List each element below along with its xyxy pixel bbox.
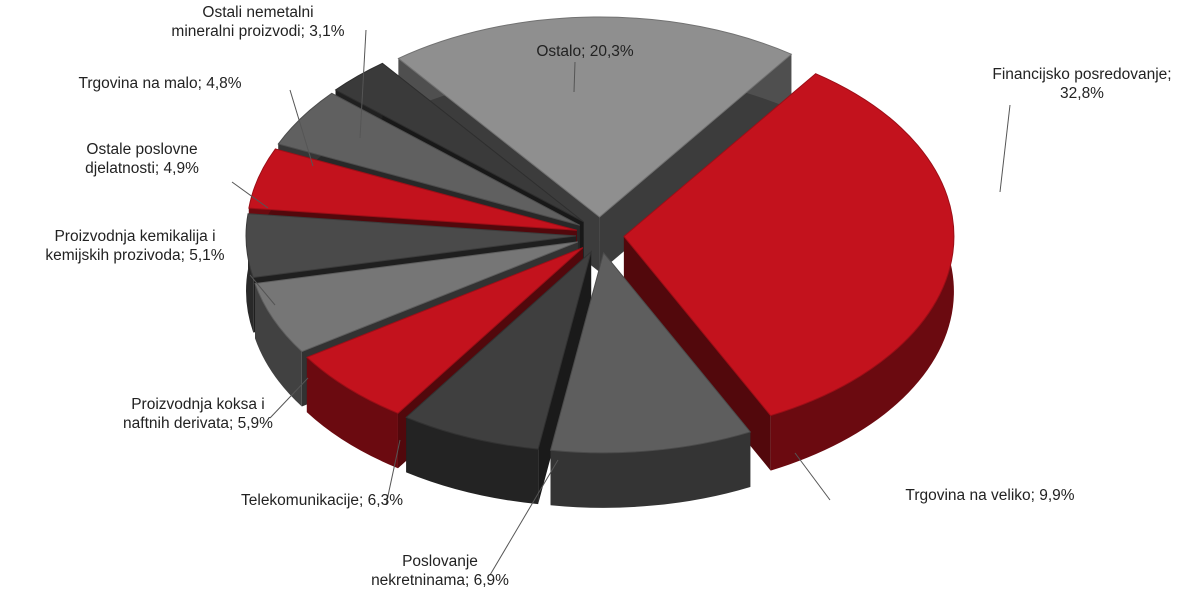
- slice-label-8-line-1: mineralni proizvodi; 3,1%: [171, 23, 344, 40]
- slice-label-5-line-0: Proizvodnja kemikalija i: [54, 228, 215, 245]
- pie-slice-9: [397, 16, 793, 218]
- slice-label-2-line-1: nekretninama; 6,9%: [371, 572, 509, 589]
- pie-slice-wall-2: [406, 417, 539, 505]
- slice-label-1-line-0: Trgovina na veliko; 9,9%: [905, 487, 1074, 504]
- pie-top-layer: [245, 16, 955, 454]
- slice-label-8: Ostali nemetalni mineralni proizvodi; 3,1…: [171, 4, 344, 40]
- slice-label-0-line-0: Financijsko posredovanje;: [992, 66, 1171, 83]
- pie-label-layer: Financijsko posredovanje; 32,8% Trgovina n…: [45, 4, 1171, 589]
- slice-label-4-line-0: Proizvodnja koksa i: [131, 396, 265, 413]
- slice-label-0-line-1: 32,8%: [1060, 85, 1104, 102]
- leader-line-8: [359, 29, 367, 139]
- leader-line-7: [289, 89, 314, 167]
- leader-line-2: [489, 459, 559, 576]
- pie-slice-7: [277, 92, 581, 226]
- pie-slice-5: [245, 213, 577, 279]
- pie-slice-wall-4: [255, 283, 302, 407]
- leader-line-0: [999, 104, 1011, 193]
- pie-slice-6: [248, 148, 577, 231]
- pie-slice-wall-1: [550, 431, 751, 508]
- slice-label-7: Trgovina na malo; 4,8%: [78, 75, 241, 92]
- slice-label-9-line-0: Ostalo; 20,3%: [536, 43, 634, 60]
- pie-slice-1: [549, 251, 752, 454]
- slice-label-6: Ostale poslovne djelatnosti; 4,9%: [85, 141, 199, 177]
- pie-slice-2: [405, 250, 593, 450]
- slice-label-6-line-1: djelatnosti; 4,9%: [85, 160, 199, 177]
- slice-label-9: Ostalo; 20,3%: [536, 43, 634, 60]
- pie-slice-wall-3: [306, 357, 398, 469]
- pie-slice-0: [623, 73, 955, 417]
- leader-line-1: [794, 452, 831, 501]
- slice-label-3: Telekomunikacije; 6,3%: [241, 492, 403, 509]
- slice-label-7-line-0: Trgovina na malo; 4,8%: [78, 75, 241, 92]
- slice-label-0: Financijsko posredovanje; 32,8%: [992, 66, 1171, 102]
- leader-line-4: [269, 377, 309, 419]
- slice-label-3-line-0: Telekomunikacije; 6,3%: [241, 492, 403, 509]
- slice-label-4-line-1: naftnih derivata; 5,9%: [123, 415, 273, 432]
- slice-label-5: Proizvodnja kemikalija i kemijskih proziv…: [45, 228, 224, 264]
- slice-label-1: Trgovina na veliko; 9,9%: [905, 487, 1074, 504]
- leader-line-6: [231, 181, 269, 209]
- leader-line-9: [573, 61, 576, 93]
- leader-line-5: [249, 274, 276, 306]
- leader-line-3: [385, 439, 401, 506]
- slice-label-4: Proizvodnja koksa i naftnih derivata; 5,9…: [123, 396, 273, 432]
- slice-label-6-line-0: Ostale poslovne: [86, 141, 197, 158]
- slice-label-8-line-0: Ostali nemetalni: [202, 4, 313, 21]
- pie-slice-8: [334, 62, 584, 223]
- pie-slice-4: [254, 241, 579, 353]
- slice-label-5-line-1: kemijskih prozivoda; 5,1%: [45, 247, 224, 264]
- slice-label-2-line-0: Poslovanje: [402, 553, 478, 570]
- pie-slice-3: [305, 247, 584, 414]
- slice-label-2: Poslovanje nekretninama; 6,9%: [371, 553, 509, 589]
